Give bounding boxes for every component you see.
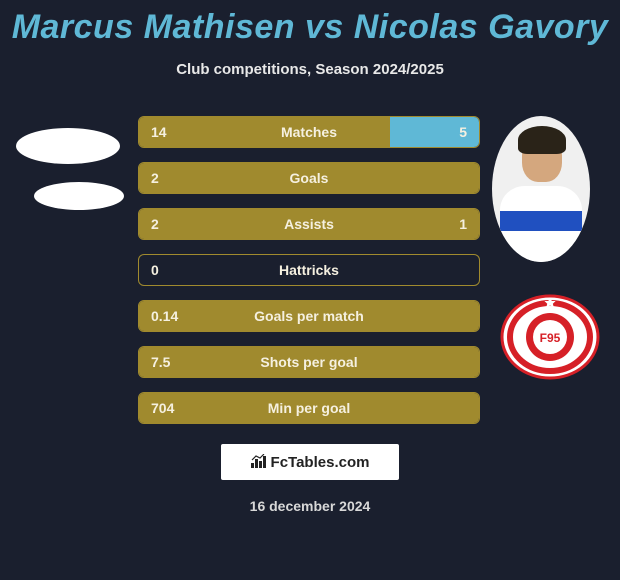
stat-label: Goals — [139, 163, 479, 193]
stat-label: Goals per match — [139, 301, 479, 331]
stat-row: 2Assists1 — [138, 208, 480, 240]
date-text: 16 december 2024 — [0, 498, 620, 514]
stat-label: Hattricks — [139, 255, 479, 285]
stat-row: 7.5Shots per goal — [138, 346, 480, 378]
stat-row: 704Min per goal — [138, 392, 480, 424]
stat-label: Min per goal — [139, 393, 479, 423]
avatar-jersey-stripe — [500, 211, 582, 231]
stat-value-right: 5 — [459, 117, 467, 147]
page-title: Marcus Mathisen vs Nicolas Gavory — [0, 0, 620, 47]
stat-row: 0Hattricks — [138, 254, 480, 286]
chart-icon — [251, 454, 267, 471]
player2-avatar — [492, 116, 590, 262]
stat-row: 14Matches5 — [138, 116, 480, 148]
stat-row: 0.14Goals per match — [138, 300, 480, 332]
stat-value-right: 1 — [459, 209, 467, 239]
avatar-hair-shape — [518, 126, 566, 154]
stat-label: Matches — [139, 117, 479, 147]
branding-text: FcTables.com — [271, 454, 370, 471]
branding-badge: FcTables.com — [221, 444, 399, 480]
player2-club-logo: F95 — [500, 294, 600, 380]
stat-row: 2Goals — [138, 162, 480, 194]
subtitle: Club competitions, Season 2024/2025 — [0, 61, 620, 78]
stat-label: Shots per goal — [139, 347, 479, 377]
stat-bars: 14Matches5 2Goals 2Assists1 0Hattricks 0.14G… — [138, 116, 480, 438]
club-logo-text: F95 — [540, 331, 561, 345]
player1-avatar — [8, 116, 108, 262]
avatar-placeholder-shape — [34, 182, 124, 210]
avatar-placeholder-shape — [16, 128, 120, 164]
stat-label: Assists — [139, 209, 479, 239]
